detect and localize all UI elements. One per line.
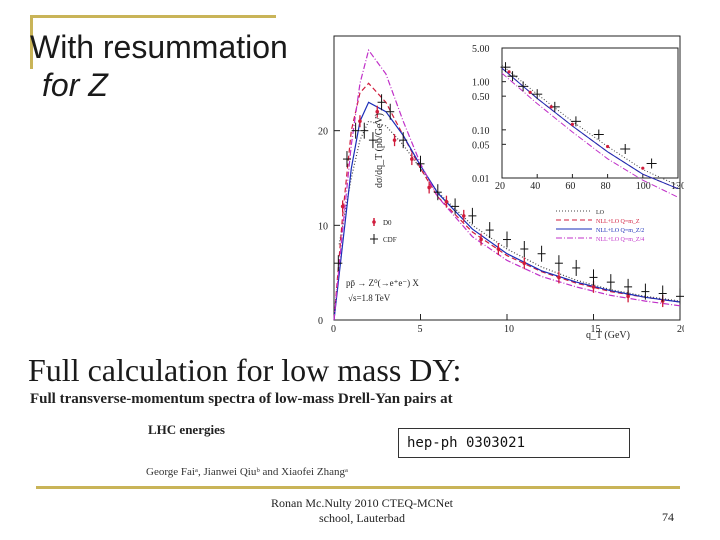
inset-d0-point bbox=[570, 122, 574, 126]
d0-point bbox=[522, 261, 527, 265]
legend-nll-mz2: NLL+LO Q=m_Z/2 bbox=[596, 228, 644, 234]
x-tick-label: 15 bbox=[591, 324, 601, 335]
inset-d0-point bbox=[549, 105, 553, 109]
inset-x-tick-label: 40 bbox=[530, 181, 540, 192]
inset-d0-point bbox=[606, 144, 610, 149]
d0-point bbox=[375, 109, 380, 114]
title-accent-rule bbox=[30, 15, 276, 18]
footer-credit: Ronan Mc.Nulty 2010 CTEQ-MCNet school, L… bbox=[234, 496, 490, 526]
d0-point bbox=[626, 294, 630, 299]
inset-d0-point bbox=[641, 166, 645, 170]
slide-title: With resummation for Z bbox=[30, 28, 330, 104]
x-tick-label: 10 bbox=[504, 324, 514, 335]
d0-point bbox=[591, 285, 596, 289]
paper-subtitle: LHC energies bbox=[148, 422, 225, 437]
inset-x-tick-label: 80 bbox=[601, 181, 611, 192]
inset-curve-nll-lo-q-m-z-4 bbox=[501, 72, 679, 198]
inset-plot-frame bbox=[501, 47, 679, 179]
d0-point bbox=[557, 275, 561, 280]
inset-y-tick-label: 5.00 bbox=[472, 44, 490, 55]
d0-point bbox=[444, 199, 449, 204]
section-subheading: Full calculation for low mass DY: bbox=[28, 352, 462, 388]
inset-y-tick-label: 1.00 bbox=[472, 78, 490, 89]
paper-title: Full transverse-momentum spectra of low-… bbox=[30, 391, 453, 407]
x-axis-label: q_T (GeV) bbox=[586, 330, 630, 340]
energy-label: √s=1.8 TeV bbox=[348, 293, 391, 303]
legend-nll-mz: NLL+LO Q=m_Z bbox=[596, 219, 640, 225]
slide-title-line2: for Z bbox=[42, 67, 108, 103]
page-number: 74 bbox=[662, 510, 674, 524]
title-accent-bar bbox=[30, 15, 33, 69]
inset-x-tick-label: 100 bbox=[636, 181, 651, 192]
inset-y-tick-label: 0.10 bbox=[472, 126, 490, 137]
legend-cdf: CDF bbox=[383, 236, 397, 244]
inset-y-tick-label: 0.05 bbox=[472, 140, 490, 151]
inset-d0-point bbox=[528, 90, 532, 94]
x-tick-label: 20 bbox=[677, 324, 684, 335]
inset-x-tick-label: 120 bbox=[671, 181, 684, 192]
inset-d0-point bbox=[507, 70, 511, 74]
process-label: pp̄ → Z⁰(→e⁺e⁻) X bbox=[346, 278, 419, 288]
footer-line1: Ronan Mc.Nulty 2010 CTEQ-MCNet bbox=[271, 496, 453, 510]
d0-point bbox=[496, 247, 501, 251]
legend-d0: D0 bbox=[383, 219, 392, 227]
qt-spectrum-chart: 0 5 10 15 20 0 10 20 dσ/dq_T (pb/GeV) q_T (GeV)… bbox=[286, 28, 684, 340]
d0-point bbox=[410, 157, 414, 161]
y-tick-label: 0 bbox=[318, 316, 323, 327]
footer-accent-rule bbox=[36, 486, 680, 489]
x-tick-label: 0 bbox=[331, 324, 336, 335]
inset-y-tick-label: 0.50 bbox=[472, 92, 490, 103]
y-axis-label: dσ/dq_T (pb/GeV) bbox=[374, 113, 385, 188]
d0-point bbox=[479, 237, 483, 242]
d0-point bbox=[427, 185, 431, 190]
data-legend: D0 CDF bbox=[370, 218, 397, 244]
slide-title-line1: With resummation bbox=[30, 29, 288, 65]
inset-y-tick-label: 0.01 bbox=[472, 174, 490, 185]
paper-id-box: hep-ph 0303021 bbox=[398, 428, 630, 458]
footer-line2: school, Lauterbad bbox=[319, 511, 405, 525]
d0-point bbox=[340, 204, 345, 209]
paper-authors: George Faiᵃ, Jianwei Qiuᵇ and Xiaofei Zh… bbox=[146, 466, 348, 478]
inset-x-tick-label: 20 bbox=[495, 181, 505, 192]
x-tick-label: 5 bbox=[418, 324, 423, 335]
y-tick-label: 10 bbox=[318, 221, 328, 232]
inset-curve-lo bbox=[501, 64, 679, 186]
curve-legend: LO NLL+LO Q=m_Z NLL+LO Q=m_Z/2 NLL+LO Q=… bbox=[556, 210, 644, 243]
d0-point bbox=[461, 214, 466, 218]
y-tick-label: 20 bbox=[318, 127, 328, 138]
d0-point bbox=[392, 138, 397, 142]
inset-x-tick-label: 60 bbox=[565, 181, 575, 192]
legend-lo: LO bbox=[596, 210, 605, 216]
legend-nll-mz4: NLL+LO Q=m_Z/4 bbox=[596, 237, 644, 243]
d0-point bbox=[358, 119, 362, 123]
